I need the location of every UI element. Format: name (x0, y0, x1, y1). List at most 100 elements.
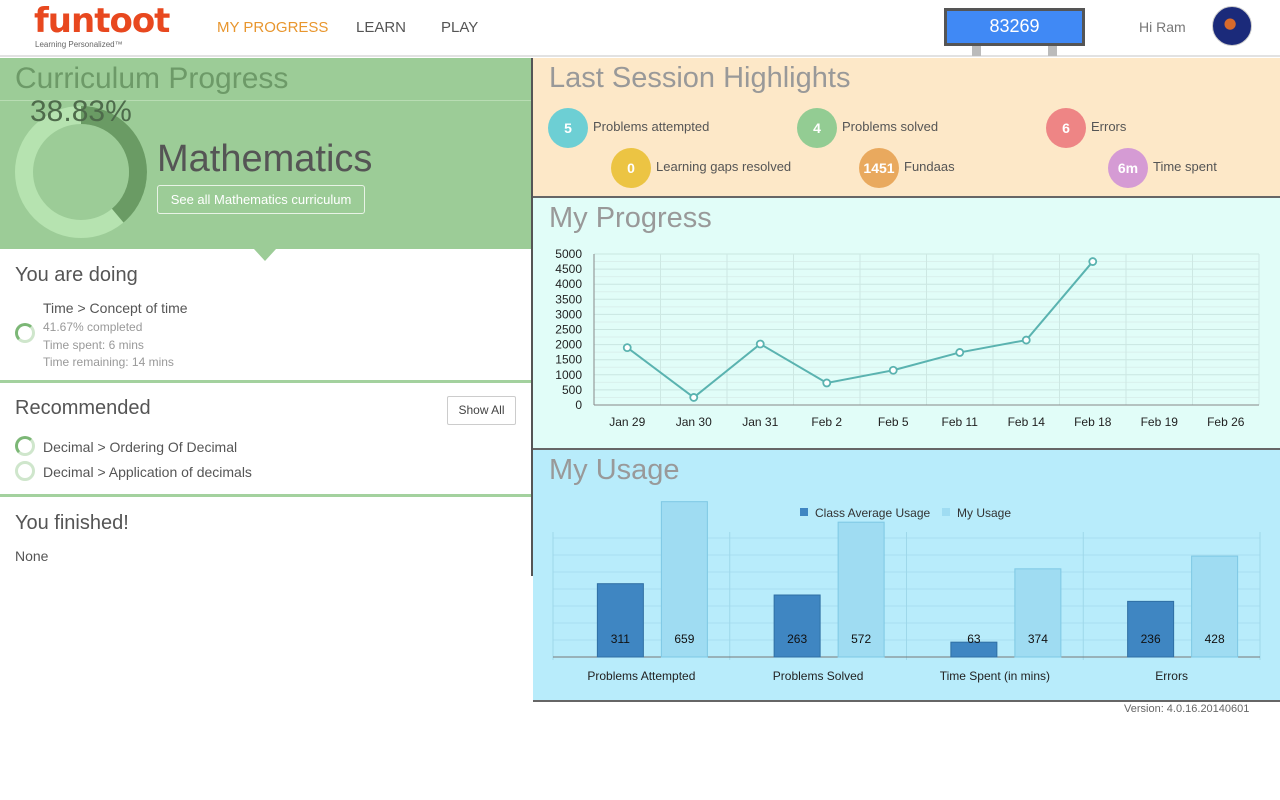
usage-bar (1127, 600, 1175, 658)
legend-swatch (942, 508, 950, 516)
stat-value-circle: 5 (548, 108, 588, 148)
nav-learn[interactable]: LEARN (356, 19, 407, 36)
stat-value-circle: 6m (1108, 148, 1148, 188)
progress-line-chart: 5000450040003500300025002000150010005000… (555, 247, 1260, 429)
y-tick-label: 1500 (555, 353, 582, 367)
subject-name: Mathematics (157, 138, 373, 180)
x-tick-label: Jan 30 (676, 415, 712, 429)
recommended-heading: Recommended (15, 397, 151, 419)
stat-label: Problems solved (842, 119, 939, 134)
y-tick-label: 1000 (555, 368, 582, 382)
funtoot-logo[interactable]: funtoot Learning Personalized™ (34, 1, 170, 52)
finished-value: None (15, 548, 49, 564)
doing-heading: You are doing (15, 264, 138, 286)
x-tick-label: Feb 5 (878, 415, 909, 429)
bar-value-label: 263 (787, 632, 807, 646)
see-all-curriculum-button[interactable]: See all Mathematics curriculum (157, 185, 365, 214)
usage-bar (660, 501, 708, 658)
category-label: Problems Solved (773, 669, 864, 683)
section-divider (0, 380, 532, 383)
usage-bar (950, 641, 998, 658)
data-point (689, 393, 699, 402)
show-all-button[interactable]: Show All (447, 396, 516, 425)
column-divider (531, 58, 533, 576)
nav-my-progress[interactable]: MY PROGRESS (217, 19, 329, 36)
legend-label: My Usage (957, 506, 1011, 520)
y-tick-label: 500 (562, 383, 582, 397)
progress-ring-icon (15, 461, 35, 481)
x-tick-label: Feb 18 (1074, 415, 1112, 429)
category-label: Problems Attempted (587, 669, 695, 683)
usage-bar (1191, 555, 1239, 658)
legend-label: Class Average Usage (815, 506, 931, 520)
avatar[interactable] (1212, 6, 1252, 46)
x-tick-label: Jan 29 (609, 415, 645, 429)
y-tick-label: 3500 (555, 292, 582, 306)
usage-bar (1014, 568, 1062, 658)
x-tick-label: Jan 31 (742, 415, 778, 429)
section-divider (0, 494, 532, 497)
header: funtoot Learning Personalized™ MY PROGRE… (0, 0, 1280, 57)
bar-value-label: 63 (967, 632, 981, 646)
progress-line (626, 260, 1094, 399)
y-tick-label: 2000 (555, 338, 582, 352)
my-progress-title: My Progress (549, 202, 712, 234)
curriculum-percent: 38.83% (30, 95, 132, 128)
x-tick-label: Feb 14 (1008, 415, 1046, 429)
curriculum-progress-title: Curriculum Progress (15, 62, 289, 95)
usage-bar (596, 583, 644, 658)
donut-progress-arc (15, 106, 147, 238)
y-tick-label: 3000 (555, 307, 582, 321)
y-tick-label: 4000 (555, 277, 582, 291)
stat-label: Fundaas (904, 159, 955, 174)
logo-tagline: Learning Personalized™ (35, 40, 123, 49)
usage-bar-chart: Class Average Usage My Usage 311 659 Problem… (552, 501, 1261, 683)
data-point (822, 378, 832, 388)
usage-bar (773, 594, 821, 658)
my-usage-title: My Usage (549, 454, 680, 486)
my-usage-panel: My Usage Class Average Usage My Usage 311 6… (533, 450, 1280, 702)
data-point (955, 348, 965, 357)
bar-value-label: 572 (851, 632, 871, 646)
bar-value-label: 236 (1141, 632, 1161, 646)
nav-play[interactable]: PLAY (441, 19, 479, 36)
y-tick-label: 4500 (555, 262, 582, 276)
logo-text: funtoot (34, 1, 170, 41)
doing-time-remaining: Time remaining: 14 mins (43, 355, 174, 369)
stat-value-circle: 4 (797, 108, 837, 148)
recommended-item[interactable]: Decimal > Ordering Of Decimal (43, 439, 238, 455)
progress-ring-icon (15, 436, 35, 456)
divider (0, 100, 532, 101)
curriculum-progress-panel: Curriculum Progress 38.83% Mathematics S… (0, 58, 532, 249)
data-point (1088, 257, 1098, 266)
stat-value-circle: 6 (1046, 108, 1086, 148)
legend-swatch (800, 508, 808, 516)
data-point (622, 343, 632, 353)
data-point (1021, 335, 1031, 345)
bar-value-label: 374 (1028, 632, 1048, 646)
stat-label: Errors (1091, 119, 1127, 134)
score-stand-left (972, 46, 981, 56)
stat-label: Problems attempted (593, 119, 710, 134)
y-tick-label: 0 (575, 398, 582, 412)
stat-label: Time spent (1153, 159, 1217, 174)
progress-ring-icon (15, 323, 35, 343)
x-tick-label: Feb 11 (942, 415, 979, 429)
score-display: 83269 (944, 8, 1085, 46)
category-label: Time Spent (in mins) (940, 669, 1050, 683)
recommended-item[interactable]: Decimal > Application of decimals (43, 464, 252, 480)
panel-pointer (254, 249, 276, 261)
finished-heading: You finished! (15, 512, 129, 534)
stat-value-circle: 0 (611, 148, 651, 188)
bar-value-label: 428 (1205, 632, 1225, 646)
stat-value-circle: 1451 (859, 148, 899, 188)
user-greeting: Hi Ram (1139, 19, 1186, 35)
curriculum-progress-donut (15, 106, 147, 238)
y-tick-label: 5000 (555, 247, 582, 261)
x-tick-label: Feb 19 (1141, 415, 1179, 429)
bar-value-label: 659 (674, 632, 694, 646)
version-label: Version: 4.0.16.20140601 (1124, 703, 1250, 715)
y-tick-label: 2500 (555, 323, 582, 337)
usage-bar (837, 521, 885, 658)
doing-topic[interactable]: Time > Concept of time (43, 300, 188, 316)
